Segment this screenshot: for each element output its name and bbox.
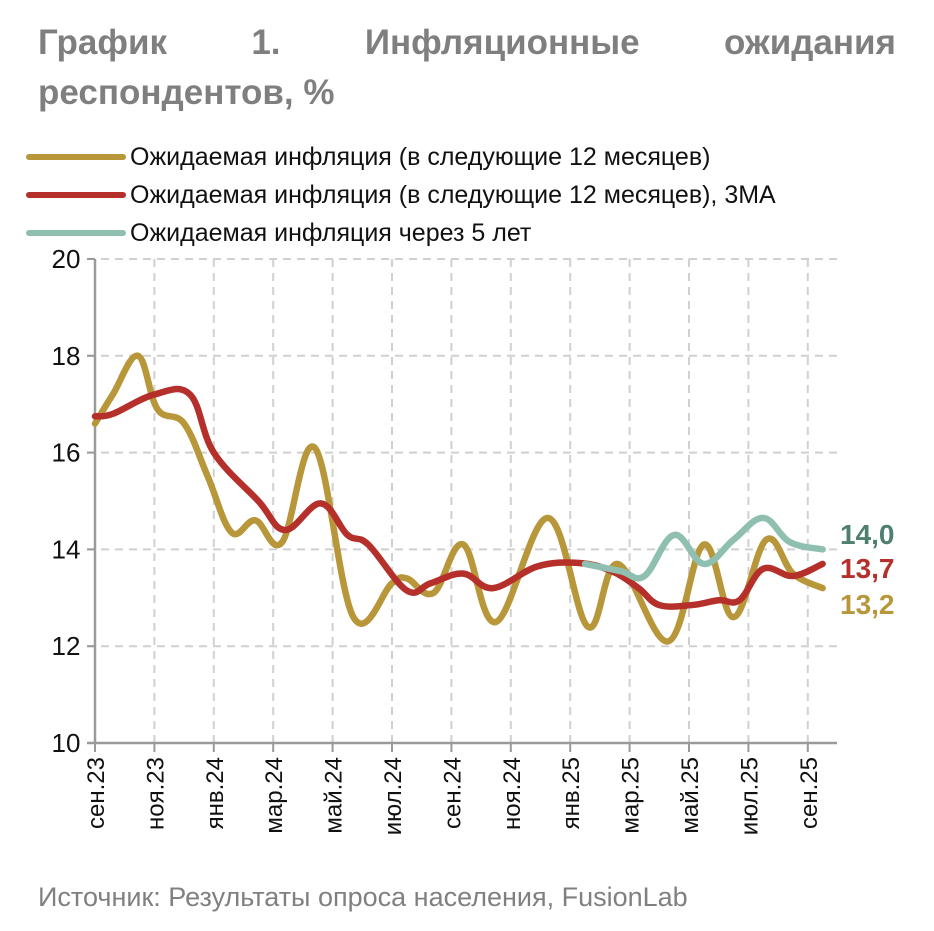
y-tick-label: 20: [52, 244, 81, 274]
x-tick-label: сен.25: [796, 757, 823, 829]
legend-swatch: [26, 230, 126, 236]
end-label-5y: 14,0: [840, 519, 895, 550]
end-label-12m-3ma: 13,7: [840, 553, 895, 584]
series-line-5y: [581, 514, 826, 582]
title-word: 1.: [251, 23, 281, 62]
x-tick-label: ноя.24: [499, 757, 526, 830]
y-tick-label: 16: [52, 438, 81, 468]
title-word: Инфляционные: [364, 23, 640, 62]
x-tick-label: янв.25: [558, 757, 585, 829]
legend-item-12m-3ma: Ожидаемая инфляция (в следующие 12 месяц…: [26, 176, 776, 214]
legend-swatch: [26, 192, 126, 198]
chart-title: График 1. Инфляционные ожидания респонде…: [38, 18, 896, 118]
title-line-2: респондентов, %: [38, 73, 335, 112]
x-tick-label: сен.23: [83, 757, 110, 829]
y-tick-label: 10: [52, 728, 81, 758]
y-tick-label: 12: [52, 631, 81, 661]
source-note: Источник: Результаты опроса населения, F…: [38, 882, 688, 912]
series-line-12m: [91, 352, 826, 645]
series-lines: [91, 352, 826, 645]
legend-label: Ожидаемая инфляция (в следующие 12 месяц…: [130, 180, 776, 209]
x-tick-label: мар.24: [261, 757, 288, 834]
series-line-12m-3ma: [91, 385, 826, 610]
grid: [87, 258, 837, 743]
legend-item-12m: Ожидаемая инфляция (в следующие 12 месяц…: [26, 138, 776, 176]
x-tick-label: мар.25: [618, 757, 645, 834]
legend-label: Ожидаемая инфляция (в следующие 12 месяц…: [130, 142, 711, 171]
title-word: График: [38, 23, 168, 62]
legend-item-5y: Ожидаемая инфляция через 5 лет: [26, 214, 776, 252]
x-tick-label: июл.25: [736, 757, 763, 835]
legend: Ожидаемая инфляция (в следующие 12 месяц…: [26, 138, 776, 252]
legend-swatch: [26, 154, 126, 160]
end-label-12m: 13,2: [840, 589, 895, 620]
title-word: ожидания: [723, 23, 896, 62]
x-tick-label: май.24: [321, 757, 348, 834]
legend-label: Ожидаемая инфляция через 5 лет: [130, 218, 532, 247]
x-tick-label: сен.24: [439, 757, 466, 829]
y-tick-label: 18: [52, 341, 81, 371]
x-tick-label: июл.24: [380, 757, 407, 835]
x-tick-label: ноя.23: [142, 757, 169, 830]
x-tick-label: янв.24: [202, 757, 229, 829]
end-labels: 13,2 13,714,0: [840, 519, 895, 620]
axes: 10 12 14 16 18 20 сен.23 ноя.23 янв.24 мар.24 май.…: [52, 244, 837, 835]
x-tick-label: май.25: [677, 757, 704, 834]
y-tick-label: 14: [52, 534, 81, 564]
